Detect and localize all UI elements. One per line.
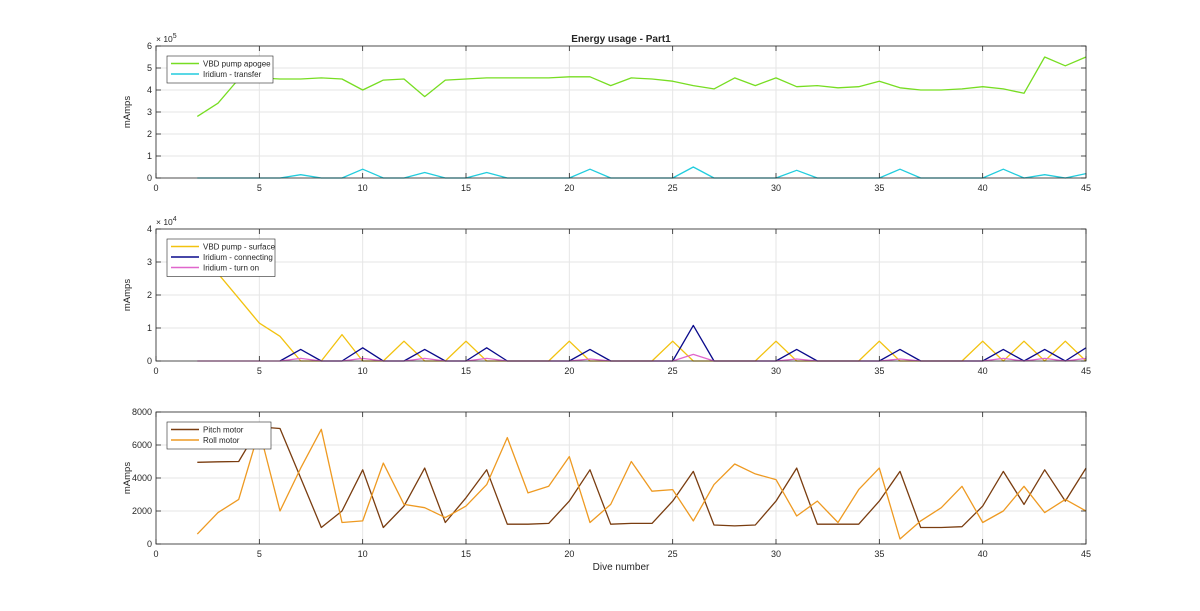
chart-title: Energy usage - Part1 bbox=[571, 34, 671, 45]
x-tick-label: 10 bbox=[358, 366, 368, 376]
x-tick-label: 10 bbox=[358, 549, 368, 559]
x-tick-label: 5 bbox=[257, 183, 262, 193]
x-tick-label: 20 bbox=[564, 366, 574, 376]
y-tick-label: 0 bbox=[147, 173, 152, 183]
x-tick-label: 45 bbox=[1081, 549, 1091, 559]
x-tick-label: 35 bbox=[874, 366, 884, 376]
x-tick-label: 0 bbox=[153, 183, 158, 193]
legend-label: Iridium - connecting bbox=[203, 253, 273, 262]
y-tick-label: 6 bbox=[147, 41, 152, 51]
legend-label: VBD pump - surface bbox=[203, 243, 276, 252]
legend-box bbox=[166, 421, 272, 450]
exponent-power: 4 bbox=[173, 216, 177, 223]
y-tick-label: 0 bbox=[147, 356, 152, 366]
legend-label: Pitch motor bbox=[203, 426, 244, 435]
x-tick-label: 25 bbox=[668, 366, 678, 376]
y-exponent-label: × 105 bbox=[156, 33, 177, 44]
x-tick-label: 5 bbox=[257, 549, 262, 559]
x-tick-label: 15 bbox=[461, 366, 471, 376]
x-tick-label: 40 bbox=[978, 366, 988, 376]
y-tick-label: 2000 bbox=[132, 506, 152, 516]
y-axis-label: mAmps bbox=[122, 279, 133, 311]
x-tick-label: 30 bbox=[771, 183, 781, 193]
y-tick-label: 0 bbox=[147, 539, 152, 549]
x-tick-label: 40 bbox=[978, 183, 988, 193]
y-exponent-label: × 104 bbox=[156, 216, 177, 227]
y-tick-label: 2 bbox=[147, 290, 152, 300]
y-tick-label: 1 bbox=[147, 151, 152, 161]
exponent-base: × 10 bbox=[156, 34, 173, 44]
legend-label: Iridium - turn on bbox=[203, 264, 259, 273]
x-tick-label: 25 bbox=[668, 183, 678, 193]
x-tick-label: 15 bbox=[461, 183, 471, 193]
y-tick-label: 8000 bbox=[132, 407, 152, 417]
x-tick-label: 20 bbox=[564, 549, 574, 559]
exponent-base: × 10 bbox=[156, 217, 173, 227]
x-tick-label: 40 bbox=[978, 549, 988, 559]
legend-label: VBD pump apogee bbox=[203, 60, 271, 69]
x-tick-label: 45 bbox=[1081, 183, 1091, 193]
x-tick-label: 35 bbox=[874, 183, 884, 193]
y-tick-label: 3 bbox=[147, 257, 152, 267]
x-tick-label: 35 bbox=[874, 549, 884, 559]
x-tick-label: 10 bbox=[358, 183, 368, 193]
legend-box bbox=[166, 238, 276, 277]
exponent-power: 5 bbox=[173, 33, 177, 40]
chart-panel-3: 0 5 10 15 20 25 30 35 40 45 0 2000 4000 6000 8000 mAmps… bbox=[122, 407, 1091, 573]
x-tick-label: 20 bbox=[564, 183, 574, 193]
series-line-roll-motor bbox=[196, 428, 1087, 540]
y-tick-label: 4000 bbox=[132, 473, 152, 483]
series-line-vbd-pump-apogee bbox=[196, 56, 1087, 117]
legend-box bbox=[166, 55, 274, 84]
series-line-pitch-motor bbox=[197, 426, 1087, 529]
x-tick-label: 30 bbox=[771, 549, 781, 559]
y-axis-label: mAmps bbox=[122, 96, 133, 128]
x-tick-label: 15 bbox=[461, 549, 471, 559]
x-tick-label: 25 bbox=[668, 549, 678, 559]
x-tick-label: 45 bbox=[1081, 366, 1091, 376]
y-tick-label: 1 bbox=[147, 323, 152, 333]
x-tick-label: 0 bbox=[153, 549, 158, 559]
x-tick-label: 30 bbox=[771, 366, 781, 376]
y-tick-label: 2 bbox=[147, 129, 152, 139]
x-axis-label: Dive number bbox=[593, 562, 650, 573]
y-tick-label: 5 bbox=[147, 63, 152, 73]
y-axis-label: mAmps bbox=[122, 462, 133, 494]
y-tick-label: 3 bbox=[147, 107, 152, 117]
y-tick-label: 4 bbox=[147, 224, 152, 234]
y-tick-label: 4 bbox=[147, 85, 152, 95]
legend-label: Roll motor bbox=[203, 436, 240, 445]
x-tick-label: 5 bbox=[257, 366, 262, 376]
legend-label: Iridium - transfer bbox=[203, 70, 262, 79]
x-tick-label: 0 bbox=[153, 366, 158, 376]
y-tick-label: 6000 bbox=[132, 440, 152, 450]
